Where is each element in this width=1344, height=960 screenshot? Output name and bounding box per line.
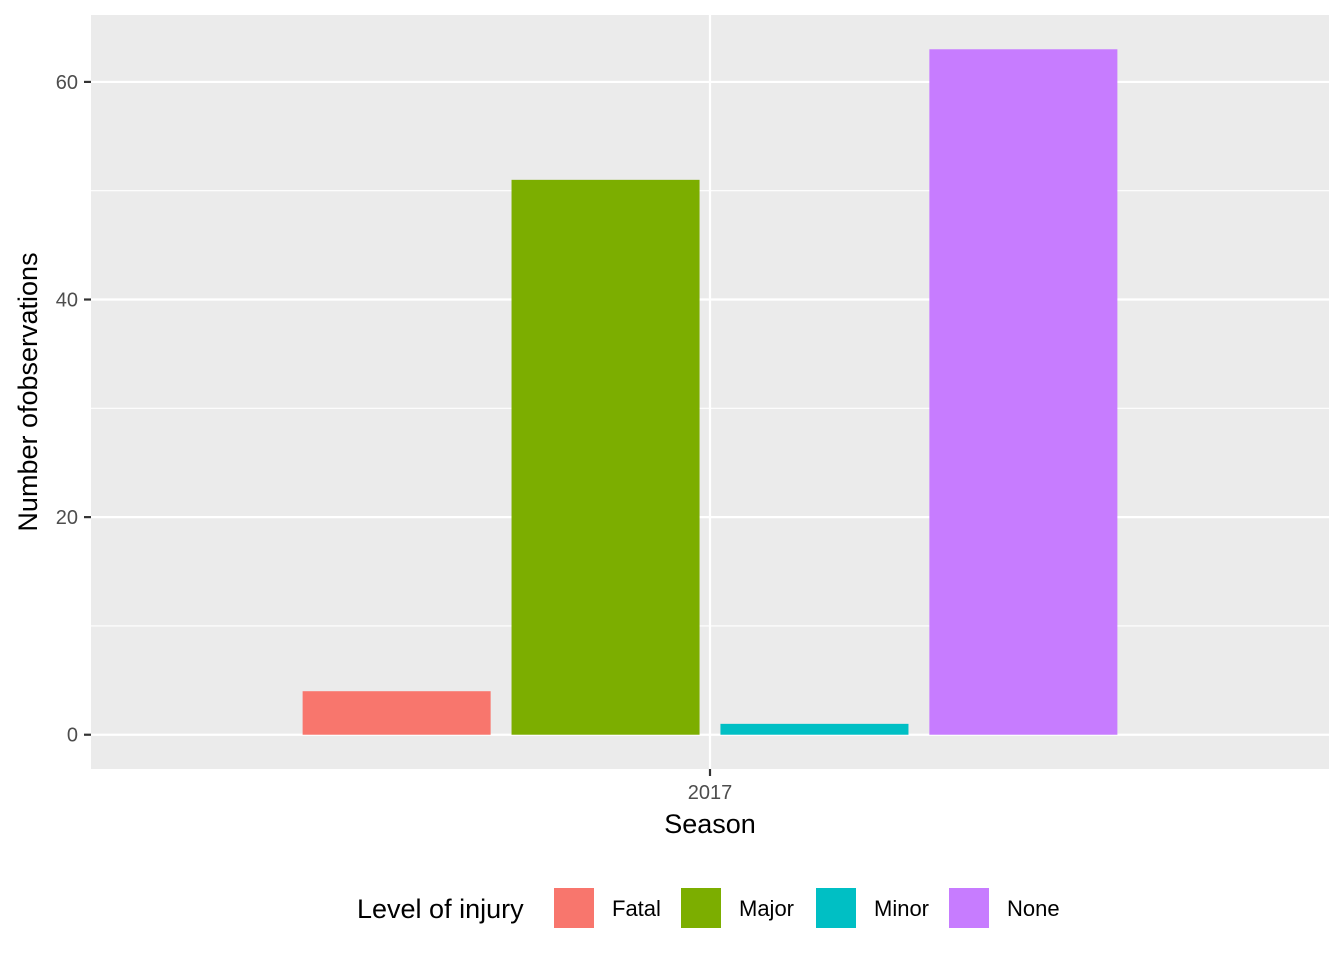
y-tick-label: 0 xyxy=(67,725,78,747)
bar-major xyxy=(511,179,700,735)
y-tick-label: 40 xyxy=(56,290,78,312)
y-axis-title: Number ofobservations xyxy=(13,252,43,531)
legend-label-major: Major xyxy=(739,896,794,921)
legend-title: Level of injury xyxy=(357,894,524,924)
grid-lines xyxy=(91,15,1329,769)
x-tick-label: 2017 xyxy=(688,782,733,804)
legend-label-none: None xyxy=(1007,896,1060,921)
legend-label-minor: Minor xyxy=(874,896,929,921)
legend-label-fatal: Fatal xyxy=(612,896,661,921)
bars xyxy=(302,49,1118,735)
axes: 0 20 40 60 2017 xyxy=(56,72,733,804)
legend-key-minor xyxy=(814,886,858,930)
y-tick-label: 60 xyxy=(56,72,78,94)
y-tick-label: 20 xyxy=(56,507,78,529)
legend-key-fatal xyxy=(552,886,596,930)
x-axis-title: Season xyxy=(664,809,756,839)
bar-minor xyxy=(720,723,909,735)
legend-key-none xyxy=(947,886,991,930)
legend: Level of injury Fatal Major Minor None xyxy=(357,886,1060,930)
bar-fatal xyxy=(302,691,491,735)
legend-key-major xyxy=(679,886,723,930)
bar-none xyxy=(929,49,1118,735)
